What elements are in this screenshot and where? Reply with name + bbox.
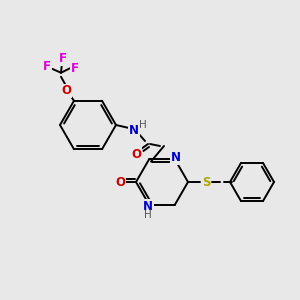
Text: N: N — [143, 200, 153, 213]
Text: F: F — [71, 62, 79, 75]
Text: O: O — [115, 176, 125, 188]
Text: S: S — [202, 176, 210, 188]
Text: F: F — [59, 52, 67, 65]
Text: N: N — [129, 124, 139, 136]
Text: O: O — [131, 148, 141, 160]
Text: F: F — [43, 60, 51, 73]
Text: H: H — [144, 209, 152, 220]
Text: H: H — [139, 120, 147, 130]
Text: O: O — [61, 84, 71, 97]
Text: N: N — [171, 151, 181, 164]
